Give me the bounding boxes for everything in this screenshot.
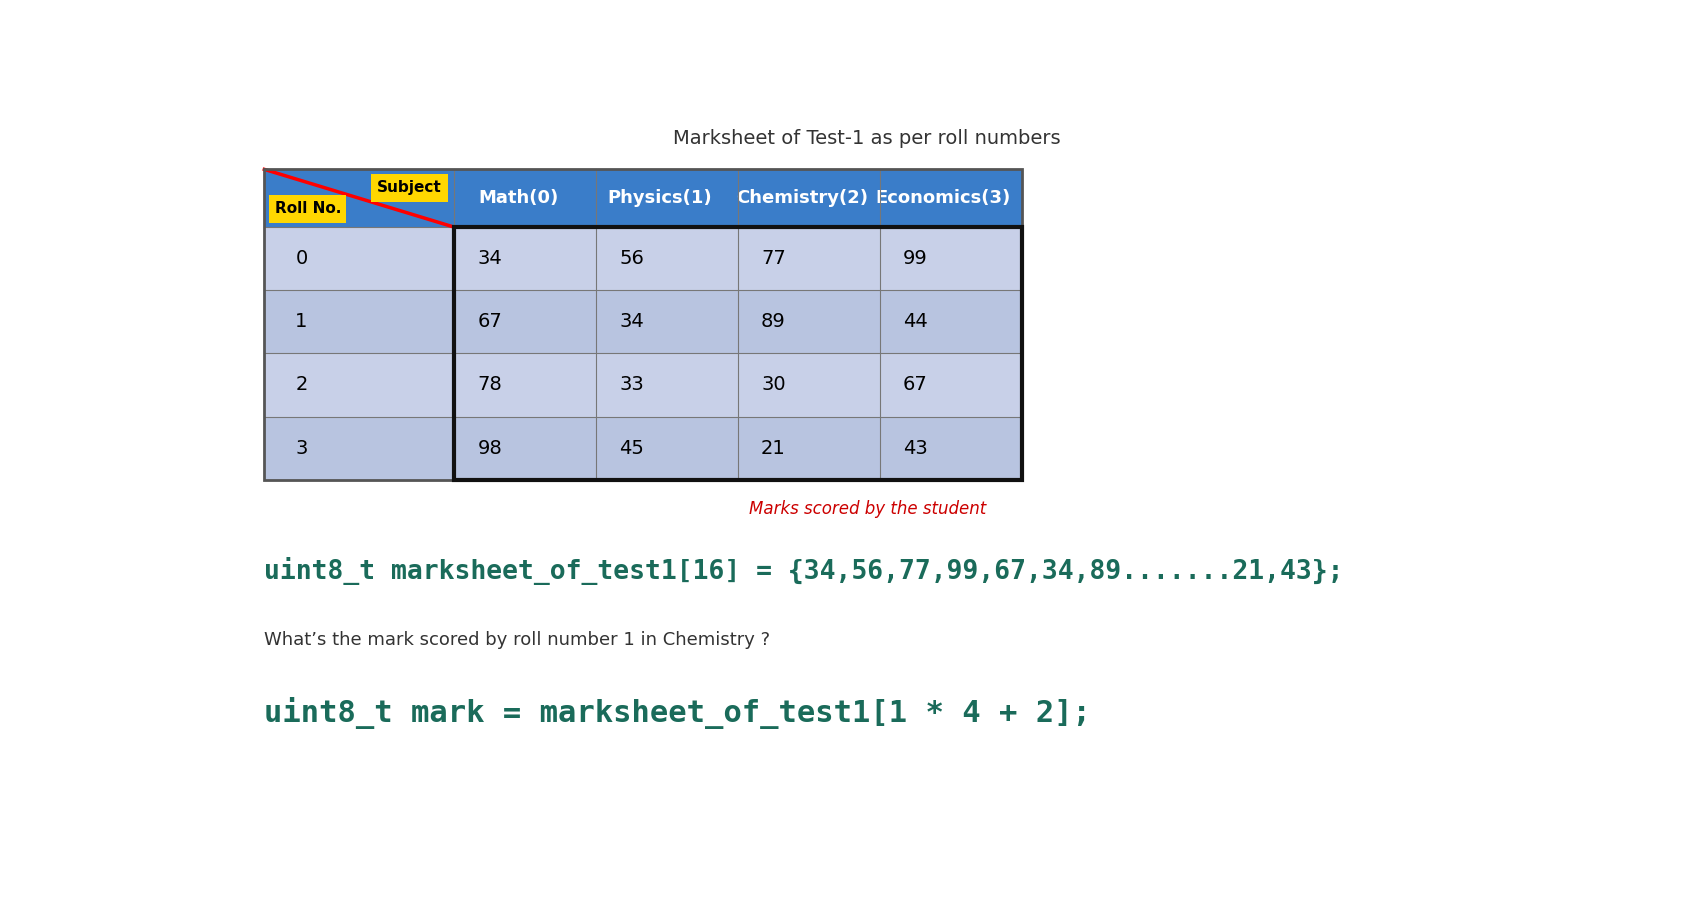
Text: 33: 33 (620, 375, 643, 394)
Text: Roll No.: Roll No. (274, 201, 340, 216)
Text: 3: 3 (295, 438, 308, 457)
Bar (596, 416, 738, 480)
Bar (738, 169, 880, 227)
Bar (880, 169, 1021, 227)
Text: Physics(1): Physics(1) (608, 189, 713, 208)
Bar (264, 353, 454, 416)
Bar (738, 227, 880, 291)
Bar (454, 291, 596, 353)
Text: Subject: Subject (378, 180, 442, 195)
Bar (596, 169, 738, 227)
Text: 43: 43 (902, 438, 928, 457)
Bar (738, 416, 880, 480)
Bar (454, 227, 596, 291)
Bar (738, 291, 880, 353)
Bar (596, 291, 738, 353)
Bar (454, 416, 596, 480)
Text: 34: 34 (620, 312, 643, 332)
Text: 67: 67 (477, 312, 503, 332)
Text: 45: 45 (620, 438, 643, 457)
Bar (596, 353, 738, 416)
Text: uint8_t marksheet_of_test1[16] = {34,56,77,99,67,34,89.......21,43};: uint8_t marksheet_of_test1[16] = {34,56,… (264, 557, 1344, 585)
Text: 21: 21 (762, 438, 786, 457)
Text: 56: 56 (620, 250, 643, 268)
Bar (880, 353, 1021, 416)
Bar (264, 169, 454, 227)
Text: 30: 30 (762, 375, 786, 394)
Text: 1: 1 (295, 312, 308, 332)
Bar (371, 174, 449, 201)
Bar (596, 227, 738, 291)
Text: 78: 78 (477, 375, 503, 394)
Text: 89: 89 (762, 312, 786, 332)
Text: Chemistry(2): Chemistry(2) (736, 189, 869, 208)
Text: 44: 44 (902, 312, 928, 332)
Bar (454, 227, 1021, 480)
Bar (738, 353, 880, 416)
Text: 77: 77 (762, 250, 786, 268)
Text: uint8_t mark = marksheet_of_test1[1 * 4 + 2];: uint8_t mark = marksheet_of_test1[1 * 4 … (264, 697, 1092, 729)
Bar (269, 195, 347, 222)
Bar (880, 416, 1021, 480)
Bar (880, 227, 1021, 291)
Bar (454, 169, 596, 227)
Text: What’s the mark scored by roll number 1 in Chemistry ?: What’s the mark scored by roll number 1 … (264, 630, 770, 649)
Bar (264, 169, 1021, 480)
Bar (880, 291, 1021, 353)
Text: 0: 0 (295, 250, 308, 268)
Text: 67: 67 (902, 375, 928, 394)
Text: Economics(3): Economics(3) (875, 189, 1011, 208)
Text: Marks scored by the student: Marks scored by the student (748, 500, 985, 518)
Text: 2: 2 (295, 375, 308, 394)
Bar (264, 416, 454, 480)
Text: 34: 34 (477, 250, 503, 268)
Text: Marksheet of Test-1 as per roll numbers: Marksheet of Test-1 as per roll numbers (674, 129, 1062, 148)
Bar (454, 353, 596, 416)
Text: 98: 98 (477, 438, 503, 457)
Bar (264, 227, 454, 291)
Text: 99: 99 (902, 250, 928, 268)
Bar (264, 291, 454, 353)
Text: Math(0): Math(0) (477, 189, 559, 208)
